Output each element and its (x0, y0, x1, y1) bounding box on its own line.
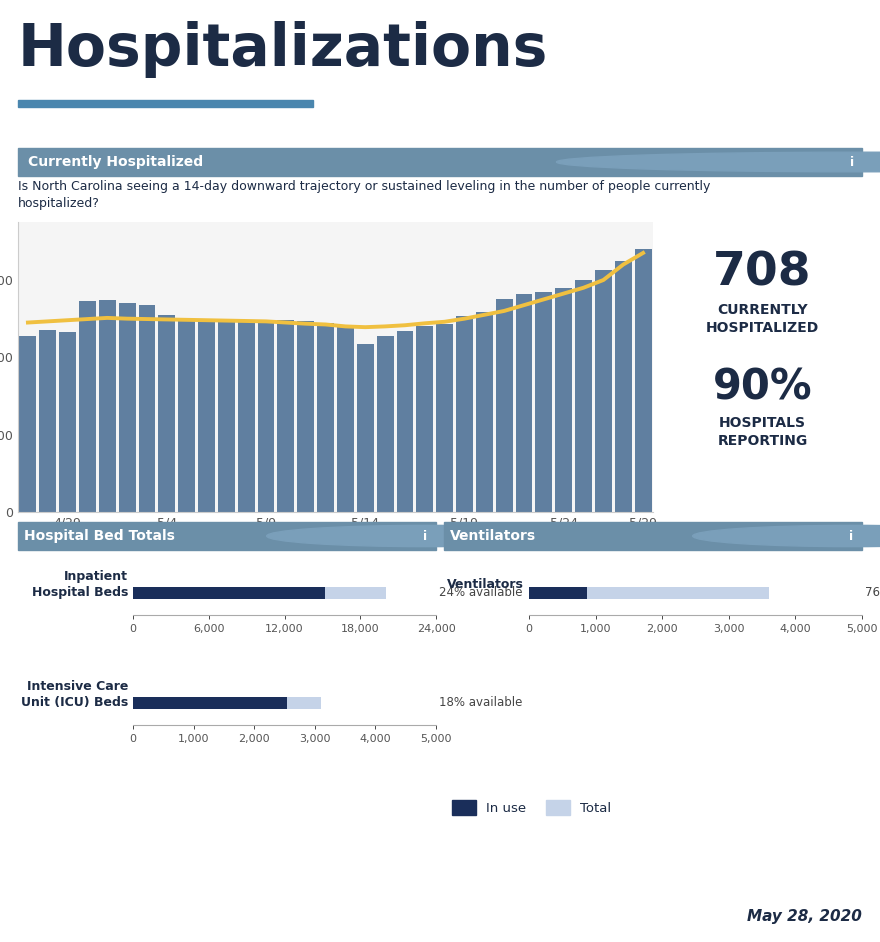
Legend: In use, Total: In use, Total (446, 795, 617, 820)
Bar (119, 302, 136, 512)
Bar (436, 324, 453, 512)
Bar (317, 322, 334, 512)
Text: 90%: 90% (713, 367, 812, 409)
Bar (133, 697, 321, 709)
Bar (495, 300, 513, 512)
Circle shape (693, 526, 880, 546)
Bar (79, 300, 96, 512)
Bar (356, 344, 374, 512)
Text: Ventilators: Ventilators (447, 578, 524, 592)
Bar (397, 331, 414, 512)
Bar (258, 320, 275, 512)
Bar (529, 587, 769, 599)
Bar (133, 697, 287, 709)
Text: Hospital Bed Totals: Hospital Bed Totals (25, 529, 175, 543)
Text: May 28, 2020: May 28, 2020 (747, 908, 862, 923)
Text: Intensive Care
Unit (ICU) Beds: Intensive Care Unit (ICU) Beds (21, 680, 128, 709)
Text: Is North Carolina seeing a 14-day downward trajectory or sustained leveling in t: Is North Carolina seeing a 14-day downwa… (18, 180, 710, 210)
Bar (377, 336, 393, 512)
Bar (198, 319, 215, 512)
Bar (133, 587, 325, 599)
Bar (595, 270, 612, 512)
Bar (555, 287, 572, 512)
Bar (535, 292, 553, 512)
Circle shape (556, 153, 880, 171)
Bar (529, 587, 587, 599)
Bar (615, 261, 632, 512)
Bar (277, 320, 294, 512)
Bar (99, 300, 116, 512)
Bar (133, 587, 385, 599)
Text: 24% available: 24% available (439, 587, 523, 599)
Text: Inpatient
Hospital Beds: Inpatient Hospital Beds (32, 570, 128, 599)
Text: 18% available: 18% available (439, 696, 523, 709)
Text: i: i (849, 529, 854, 543)
Bar (337, 326, 354, 512)
Bar (138, 305, 156, 512)
Text: Currently Hospitalized: Currently Hospitalized (28, 155, 203, 169)
Bar (516, 294, 532, 512)
Bar (416, 326, 433, 512)
Circle shape (267, 526, 584, 546)
Bar (59, 333, 76, 512)
Bar (634, 249, 651, 512)
Bar (218, 320, 235, 512)
Text: Hospitalizations: Hospitalizations (18, 22, 548, 78)
Text: CURRENTLY
HOSPITALIZED: CURRENTLY HOSPITALIZED (706, 303, 819, 334)
Bar (576, 280, 592, 512)
Text: i: i (423, 529, 428, 543)
Text: 708: 708 (714, 251, 811, 296)
Text: HOSPITALS
REPORTING: HOSPITALS REPORTING (717, 416, 808, 447)
Text: 76% available: 76% available (865, 587, 880, 599)
Bar (456, 316, 473, 512)
Bar (40, 331, 56, 512)
Bar (297, 320, 314, 512)
Text: i: i (850, 155, 854, 169)
Bar (476, 312, 493, 512)
Bar (179, 318, 195, 512)
Bar (158, 315, 175, 512)
Bar (19, 335, 36, 512)
Text: Ventilators: Ventilators (451, 529, 537, 543)
Bar (238, 321, 254, 512)
